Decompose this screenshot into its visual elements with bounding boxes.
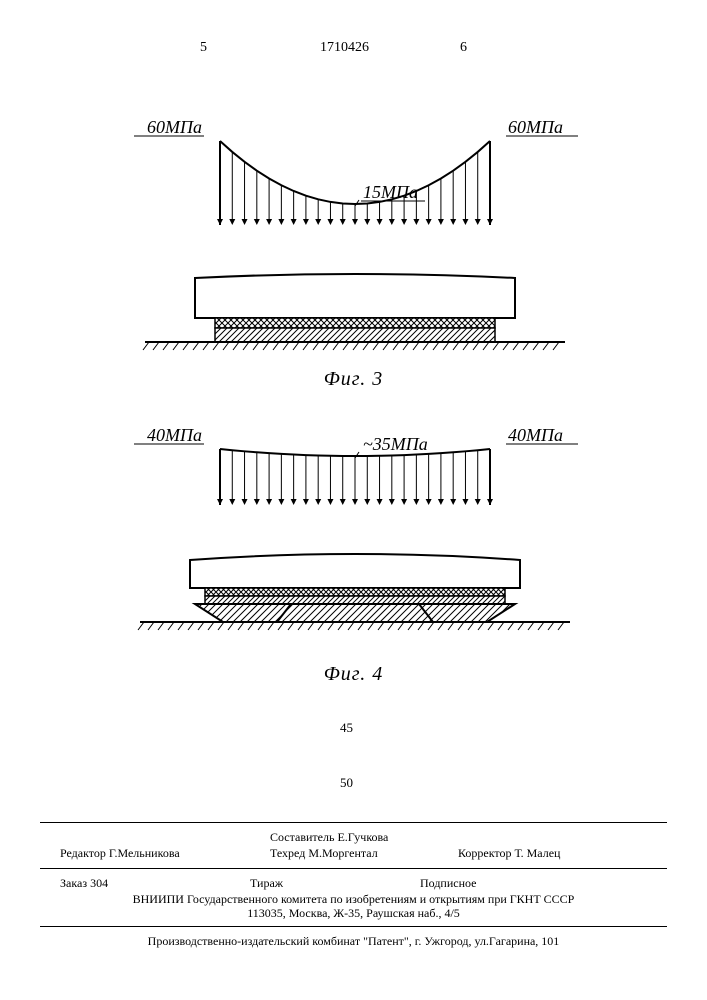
svg-text:15МПа: 15МПа [363, 182, 418, 202]
credits-addr: 113035, Москва, Ж-35, Раушская наб., 4/5 [60, 906, 647, 921]
figure-3-svg: 60МПа 60МПа 15МПа [0, 95, 707, 375]
header-left: 5 [200, 40, 207, 56]
credits-printer: Производственно-издательский комбинат "П… [60, 934, 647, 949]
redaktor-label: Редактор [60, 846, 106, 860]
korrektor-name: Т. Малец [515, 846, 561, 860]
page: 5 1710426 6 60МПа60МПа15МПа Фиг. 3 40МПа… [0, 0, 707, 1000]
figure-4-svg: 40МПа 40МПа ~35МПа [0, 390, 707, 670]
svg-text:60МПа: 60МПа [508, 117, 563, 137]
figure-4: 40МПа40МПа~35МПа Фиг. 4 [0, 390, 707, 686]
tirazh-label: Тираж [250, 876, 283, 891]
line-number-45: 45 [340, 720, 353, 736]
svg-text:40МПа: 40МПа [147, 425, 202, 445]
podpisnoe: Подписное [420, 876, 477, 891]
korrektor-label: Корректор [458, 846, 512, 860]
header-center: 1710426 [320, 40, 369, 56]
rule-1 [40, 822, 667, 823]
tehred-name: М.Моргентал [308, 846, 377, 860]
header-right: 6 [460, 40, 467, 56]
line-number-50: 50 [340, 775, 353, 791]
svg-text:~35МПа: ~35МПа [363, 434, 428, 454]
zakaz-num: 304 [90, 876, 108, 890]
redaktor-name: Г.Мельникова [109, 846, 180, 860]
rule-3 [40, 926, 667, 927]
credits-org: ВНИИПИ Государственного комитета по изоб… [60, 892, 647, 907]
figure-3: 60МПа60МПа15МПа Фиг. 3 [0, 95, 707, 391]
svg-text:60МПа: 60МПа [147, 117, 202, 137]
svg-text:40МПа: 40МПа [508, 425, 563, 445]
sostavitel-label: Составитель [270, 830, 334, 844]
tehred-label: Техред [270, 846, 305, 860]
zakaz-label: Заказ [60, 876, 87, 890]
sostavitel-name: Е.Гучкова [337, 830, 388, 844]
rule-2 [40, 868, 667, 869]
